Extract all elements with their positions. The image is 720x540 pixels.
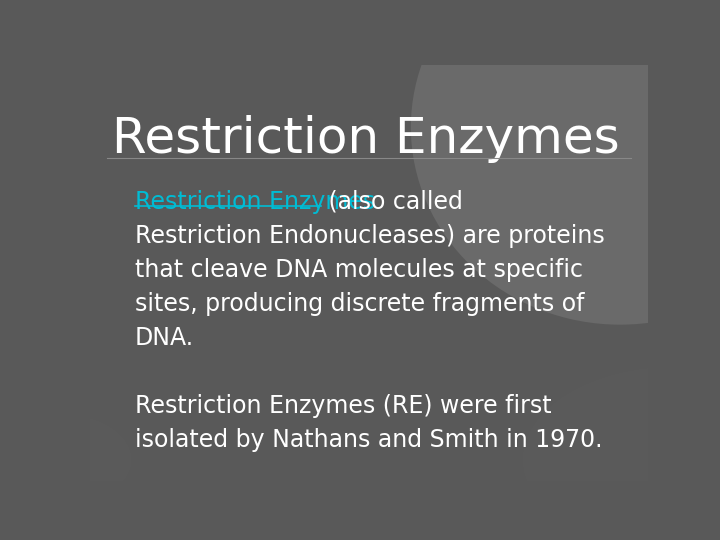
Text: that cleave DNA molecules at specific: that cleave DNA molecules at specific [135, 258, 582, 282]
Text: sites, producing discrete fragments of: sites, producing discrete fragments of [135, 292, 584, 316]
Ellipse shape [523, 366, 720, 540]
Text: Restriction Enzymes (RE) were first: Restriction Enzymes (RE) were first [135, 394, 552, 418]
Text: Restriction Enzymes: Restriction Enzymes [135, 190, 375, 213]
Text: Restriction Endonucleases) are proteins: Restriction Endonucleases) are proteins [135, 224, 604, 248]
Text: Restriction Enzymes: Restriction Enzymes [112, 114, 620, 163]
Ellipse shape [411, 0, 720, 325]
Ellipse shape [0, 414, 132, 505]
Text: isolated by Nathans and Smith in 1970.: isolated by Nathans and Smith in 1970. [135, 428, 602, 452]
Text: DNA.: DNA. [135, 326, 194, 350]
Text: (also called: (also called [321, 190, 463, 213]
